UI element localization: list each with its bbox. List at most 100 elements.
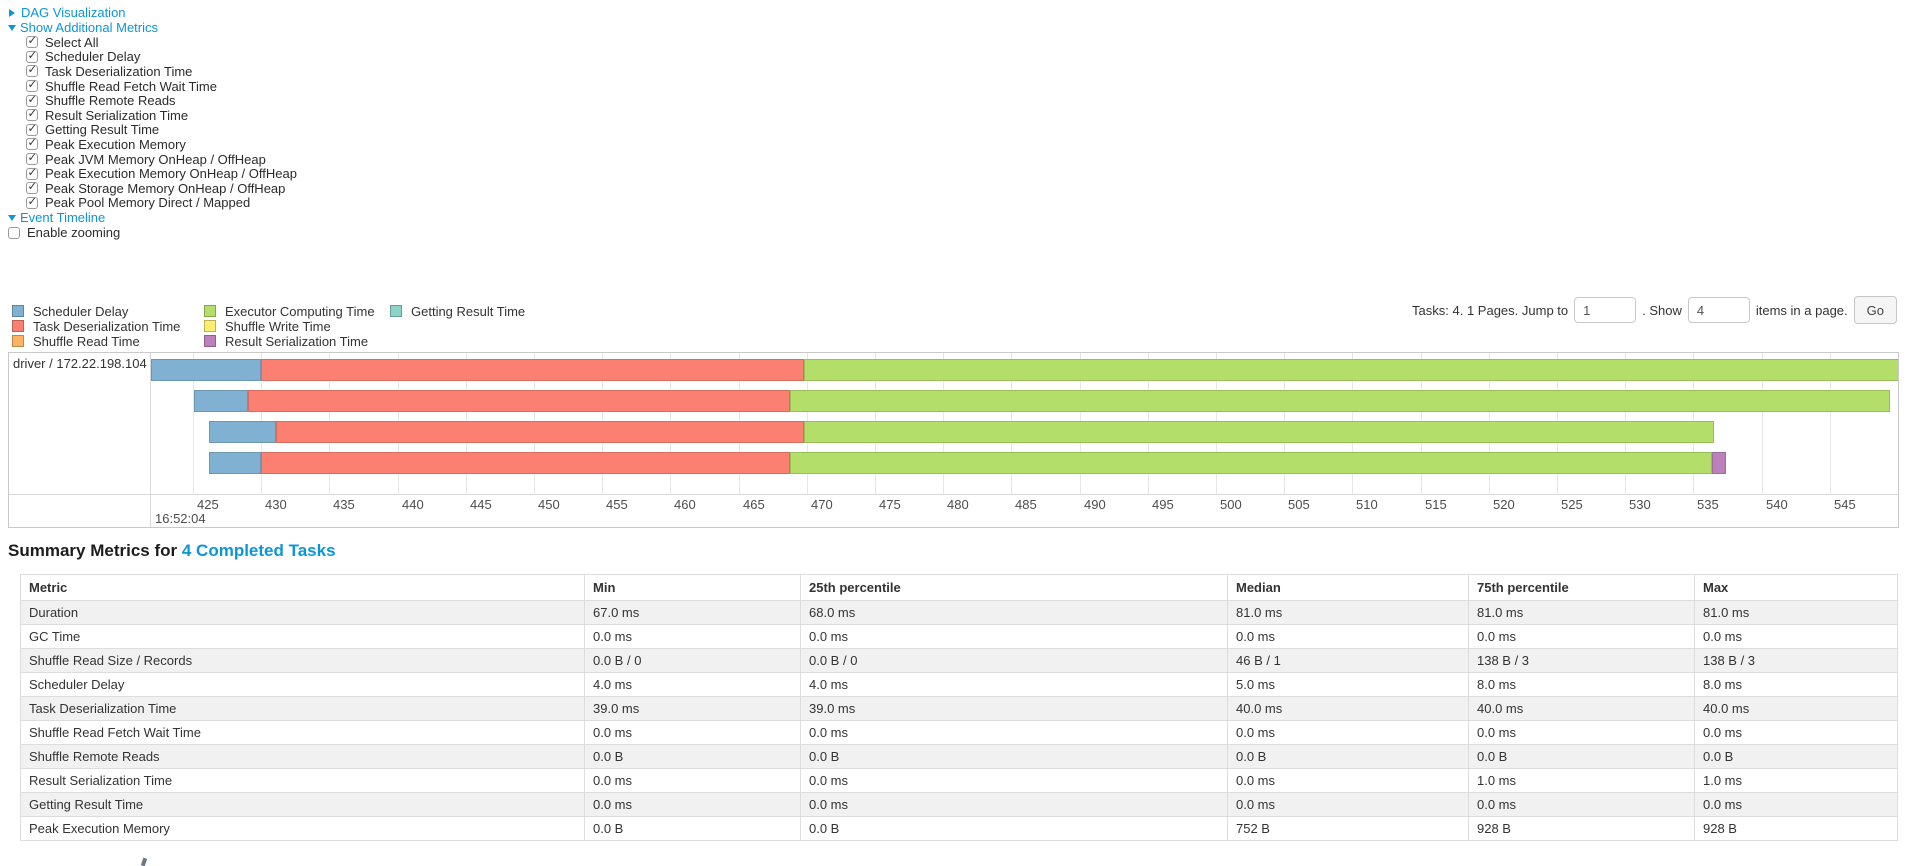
page-size-input[interactable] <box>1687 297 1750 323</box>
metric-value-cell: 67.0 ms <box>584 600 801 625</box>
timeline-plot-area[interactable]: 425 430 435 440 445 450 455 460 465 470 475 480 485 4… <box>151 353 1898 527</box>
timeline-tick-label: 535 <box>1697 497 1719 512</box>
timeline-tick-label: 495 <box>1152 497 1174 512</box>
jump-to-page-input[interactable] <box>1574 297 1637 323</box>
metric-checkbox[interactable] <box>26 94 38 107</box>
metric-checkbox-row: Getting Result Time <box>8 122 297 137</box>
timeline-task-segment-executor-computing[interactable] <box>790 390 1890 412</box>
metric-name-cell: Shuffle Read Size / Records <box>20 648 585 673</box>
metric-value-cell: 0.0 ms <box>584 768 801 793</box>
table-header-cell: 75th percentile <box>1468 574 1695 601</box>
metric-checkbox-label: Shuffle Remote Reads <box>45 93 176 109</box>
timeline-tick-label: 515 <box>1425 497 1447 512</box>
timeline-tick-label: 480 <box>947 497 969 512</box>
timeline-task-segment-executor-computing[interactable] <box>804 421 1714 443</box>
metric-name-cell: Scheduler Delay <box>20 672 585 697</box>
timeline-tick-label: 490 <box>1084 497 1106 512</box>
metric-name-cell: Duration <box>20 600 585 625</box>
metric-checkbox[interactable] <box>26 108 38 122</box>
timeline-axis-line <box>9 494 1898 495</box>
metric-checkbox[interactable] <box>26 167 38 180</box>
metric-checkbox[interactable] <box>26 196 38 209</box>
metric-checkbox[interactable] <box>26 137 38 151</box>
metric-checkbox-label: Scheduler Delay <box>45 49 141 65</box>
timeline-tick-label: 500 <box>1220 497 1242 512</box>
timeline-task-segment-executor-computing[interactable] <box>790 452 1712 474</box>
metric-value-cell: 0.0 ms <box>1227 768 1469 793</box>
table-row: Task Deserialization Time 39.0 ms 39.0 ms 4… <box>20 696 1898 721</box>
timeline-tick-label: 440 <box>402 497 424 512</box>
metric-checkbox-label: Select All <box>45 34 99 50</box>
metric-checkbox-row: Result Serialization Time <box>8 108 297 123</box>
timeline-task-segment-executor-computing[interactable] <box>804 359 1898 381</box>
metric-value-cell: 0.0 ms <box>1468 624 1695 649</box>
metric-name-cell: Peak Execution Memory <box>20 816 585 841</box>
timeline-task-segment-scheduler-delay[interactable] <box>209 421 276 443</box>
go-button[interactable]: Go <box>1853 296 1897 324</box>
metric-value-cell: 81.0 ms <box>1227 600 1469 625</box>
metric-name-cell: Getting Result Time <box>20 792 585 817</box>
timeline-task-segment-result-serialization[interactable] <box>1712 452 1726 474</box>
metric-value-cell: 0.0 B / 0 <box>584 648 801 673</box>
legend-swatch-icon <box>12 335 24 347</box>
table-row: GC Time 0.0 ms 0.0 ms 0.0 ms 0.0 ms 0.0 ms <box>20 624 1898 649</box>
timeline-task-segment-task-deserialization[interactable] <box>248 390 790 412</box>
dag-visualization-toggle[interactable]: DAG Visualization <box>8 5 297 20</box>
expanded-arrow-icon <box>8 214 16 221</box>
metric-value-cell: 752 B <box>1227 816 1469 841</box>
timeline-task-segment-scheduler-delay[interactable] <box>151 359 261 381</box>
metric-checkbox-row: Shuffle Remote Reads <box>8 93 297 108</box>
timeline-task-segment-task-deserialization[interactable] <box>261 359 804 381</box>
metric-value-cell: 0.0 ms <box>1227 792 1469 817</box>
show-text: . Show <box>1642 302 1682 318</box>
metric-checkbox-row: Scheduler Delay <box>8 49 297 65</box>
metric-value-cell: 81.0 ms <box>1694 600 1898 625</box>
legend-label: Shuffle Write Time <box>225 318 331 334</box>
timeline-task-segment-task-deserialization[interactable] <box>261 452 790 474</box>
enable-zooming-row: Enable zooming <box>8 225 297 240</box>
timeline-tick-label: 545 <box>1834 497 1856 512</box>
metric-value-cell: 0.0 B <box>800 816 1228 841</box>
legend-item: Shuffle Read Time <box>12 334 140 349</box>
enable-zooming-checkbox[interactable] <box>8 226 20 239</box>
metric-checkbox[interactable] <box>26 152 38 166</box>
timeline-tick-label: 485 <box>1015 497 1037 512</box>
metric-checkbox[interactable] <box>26 123 38 136</box>
metric-name-cell: Task Deserialization Time <box>20 696 585 721</box>
metric-checkbox-label: Peak Execution Memory <box>45 136 186 152</box>
metric-value-cell: 0.0 ms <box>1694 624 1898 649</box>
metric-value-cell: 0.0 B <box>1468 744 1695 769</box>
stage-controls: DAG Visualization Show Additional Metric… <box>8 5 297 240</box>
metric-checkbox[interactable] <box>26 50 38 63</box>
metric-checkbox-row: Peak Storage Memory OnHeap / OffHeap <box>8 181 297 196</box>
timeline-task-segment-scheduler-delay[interactable] <box>194 390 248 412</box>
metric-value-cell: 39.0 ms <box>584 696 801 721</box>
table-header-cell: Median <box>1227 574 1469 601</box>
event-timeline-toggle[interactable]: Event Timeline <box>8 210 297 225</box>
timeline-tick-label: 510 <box>1356 497 1378 512</box>
timeline-group-column: driver / 172.22.198.104 <box>9 353 151 527</box>
timeline-task-segment-task-deserialization[interactable] <box>276 421 804 443</box>
collapsed-arrow-icon <box>9 8 15 17</box>
metric-value-cell: 40.0 ms <box>1468 696 1695 721</box>
metric-value-cell: 5.0 ms <box>1227 672 1469 697</box>
show-additional-metrics-label: Show Additional Metrics <box>20 20 159 35</box>
metric-checkbox[interactable] <box>26 64 38 78</box>
legend-swatch-icon <box>204 305 216 317</box>
metric-checkbox[interactable] <box>26 181 38 195</box>
metric-value-cell: 0.0 ms <box>1227 720 1469 745</box>
metric-name-cell: Shuffle Read Fetch Wait Time <box>20 720 585 745</box>
metric-checkbox[interactable] <box>26 79 38 93</box>
completed-tasks-link[interactable]: 4 Completed Tasks <box>181 541 336 560</box>
timeline-tick-label: 455 <box>606 497 628 512</box>
metric-checkbox-row: Task Deserialization Time <box>8 64 297 79</box>
show-additional-metrics-toggle[interactable]: Show Additional Metrics <box>8 20 297 35</box>
legend-label: Task Deserialization Time <box>33 318 181 334</box>
metric-value-cell: 0.0 B <box>584 744 801 769</box>
metric-checkbox[interactable] <box>26 35 38 49</box>
metric-checkbox-label: Peak JVM Memory OnHeap / OffHeap <box>45 151 266 167</box>
timeline-grid-line <box>1830 353 1831 494</box>
timeline-task-segment-scheduler-delay[interactable] <box>209 452 261 474</box>
metric-value-cell: 0.0 ms <box>800 720 1228 745</box>
